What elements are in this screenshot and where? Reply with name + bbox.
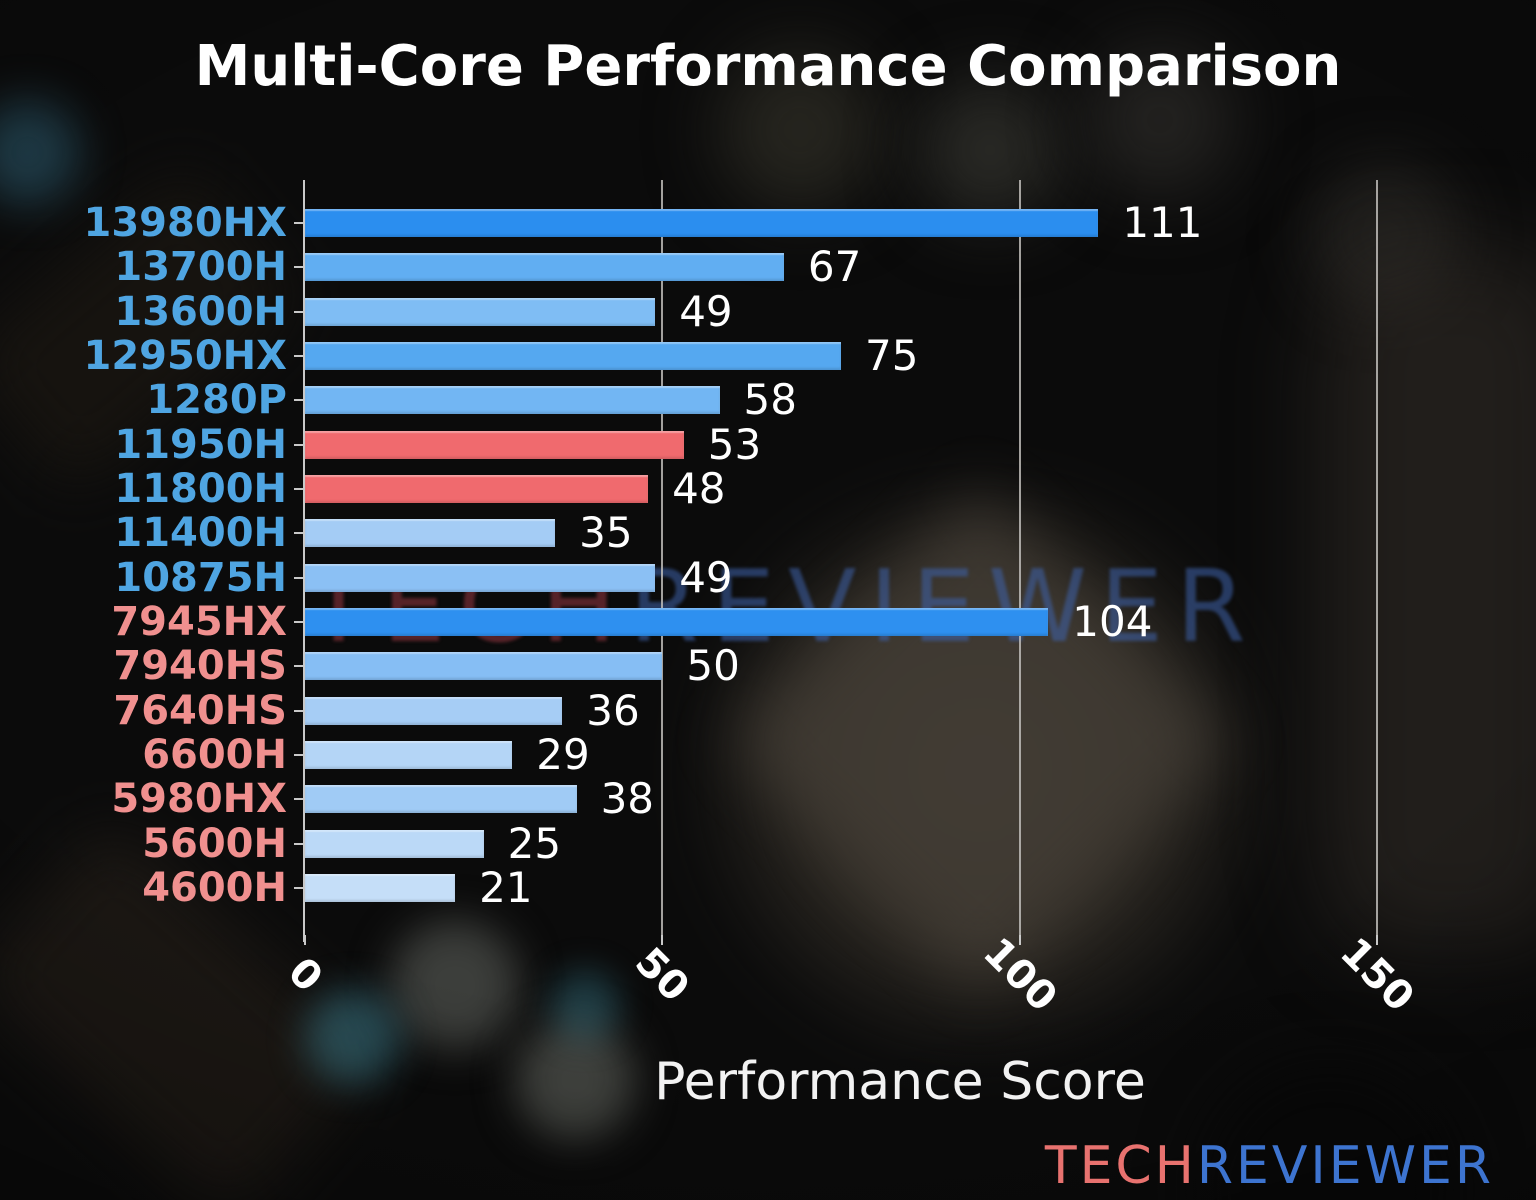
value-label-11950H: 53	[707, 419, 762, 469]
category-label-6600H: 6600H	[142, 731, 287, 778]
category-label-12950HX: 12950HX	[83, 332, 287, 379]
techreviewer-logo: TECHREVIEWER	[1045, 1136, 1494, 1196]
logo-tech: TECH	[1044, 1136, 1197, 1196]
y-tick	[294, 842, 304, 845]
bar-12950HX	[305, 341, 842, 370]
logo-reviewer: REVIEWER	[1196, 1136, 1494, 1196]
x-tick-100	[1018, 935, 1021, 945]
y-tick	[294, 620, 304, 623]
category-label-5980HX: 5980HX	[111, 776, 287, 823]
gridline-150	[1376, 180, 1379, 935]
bar-7640HS	[305, 696, 563, 725]
category-label-5600H: 5600H	[142, 820, 287, 867]
bar-5600H	[305, 829, 484, 858]
value-label-12950HX: 75	[865, 330, 919, 380]
y-tick	[294, 753, 304, 756]
plot-area: 0 50 100 150 13980HX 111 13700H 67 13600H 49 12950…	[84, 180, 1495, 1021]
y-tick	[294, 399, 304, 402]
gridline-50	[661, 180, 664, 935]
bar-13700H	[305, 253, 784, 282]
value-label-6600H: 29	[536, 729, 590, 779]
value-label-11400H: 35	[579, 508, 633, 558]
value-label-5980HX: 38	[600, 774, 655, 824]
value-label-13980HX: 111	[1122, 198, 1203, 247]
y-tick	[294, 487, 304, 490]
bar-7940HS	[305, 652, 663, 681]
y-tick	[294, 665, 304, 668]
y-tick	[294, 576, 304, 579]
bar-13600H	[305, 297, 656, 326]
value-label-10875H: 49	[679, 552, 733, 602]
y-tick	[294, 886, 304, 889]
x-tick-50	[661, 935, 664, 945]
value-label-5600H: 25	[507, 818, 562, 868]
value-label-7945HX: 104	[1072, 596, 1153, 646]
bar-11950H	[305, 430, 684, 459]
y-tick	[294, 532, 304, 535]
bar-7945HX	[305, 607, 1049, 636]
bar-6600H	[305, 740, 513, 769]
category-label-13600H: 13600H	[114, 288, 287, 335]
value-label-1280P: 58	[743, 375, 797, 425]
category-label-10875H: 10875H	[114, 554, 287, 601]
category-label-7940HS: 7940HS	[113, 643, 287, 690]
value-label-13700H: 67	[807, 242, 862, 292]
bar-11400H	[305, 519, 556, 548]
category-label-7640HS: 7640HS	[113, 687, 287, 734]
y-tick	[294, 222, 304, 224]
watermark-reviewer: REVIEWER	[629, 548, 1259, 665]
y-tick	[294, 443, 304, 446]
bar-4600H	[305, 873, 456, 902]
value-label-11800H: 48	[672, 463, 726, 513]
value-label-7940HS: 50	[686, 641, 740, 691]
chart-title: Multi-Core Performance Comparison	[194, 34, 1342, 99]
category-label-11400H: 11400H	[114, 510, 287, 557]
y-tick	[294, 798, 304, 801]
bar-10875H	[305, 563, 656, 592]
x-axis-title: Performance Score	[654, 1052, 1146, 1112]
watermark: TECHREVIEWER	[308, 548, 1259, 665]
category-label-1280P: 1280P	[146, 377, 287, 424]
category-label-13980HX: 13980HX	[83, 200, 287, 246]
category-label-4600H: 4600H	[142, 864, 287, 911]
bar-11800H	[305, 474, 649, 503]
category-label-13700H: 13700H	[114, 244, 287, 291]
category-label-11800H: 11800H	[114, 465, 287, 512]
x-tick-150	[1376, 935, 1379, 945]
y-axis-spine	[303, 180, 305, 942]
value-label-13600H: 49	[679, 286, 733, 336]
bar-1280P	[305, 386, 720, 415]
bar-13980HX	[305, 209, 1099, 237]
value-label-4600H: 21	[479, 862, 533, 912]
gridline-100	[1018, 180, 1021, 935]
x-tick-0	[304, 935, 306, 945]
y-tick	[294, 354, 304, 357]
y-tick	[294, 310, 304, 313]
y-tick	[294, 266, 304, 269]
bar-5980HX	[305, 785, 577, 814]
category-label-11950H: 11950H	[114, 421, 287, 468]
value-label-7640HS: 36	[586, 685, 640, 735]
y-tick	[294, 709, 304, 712]
category-label-7945HX: 7945HX	[111, 598, 287, 645]
